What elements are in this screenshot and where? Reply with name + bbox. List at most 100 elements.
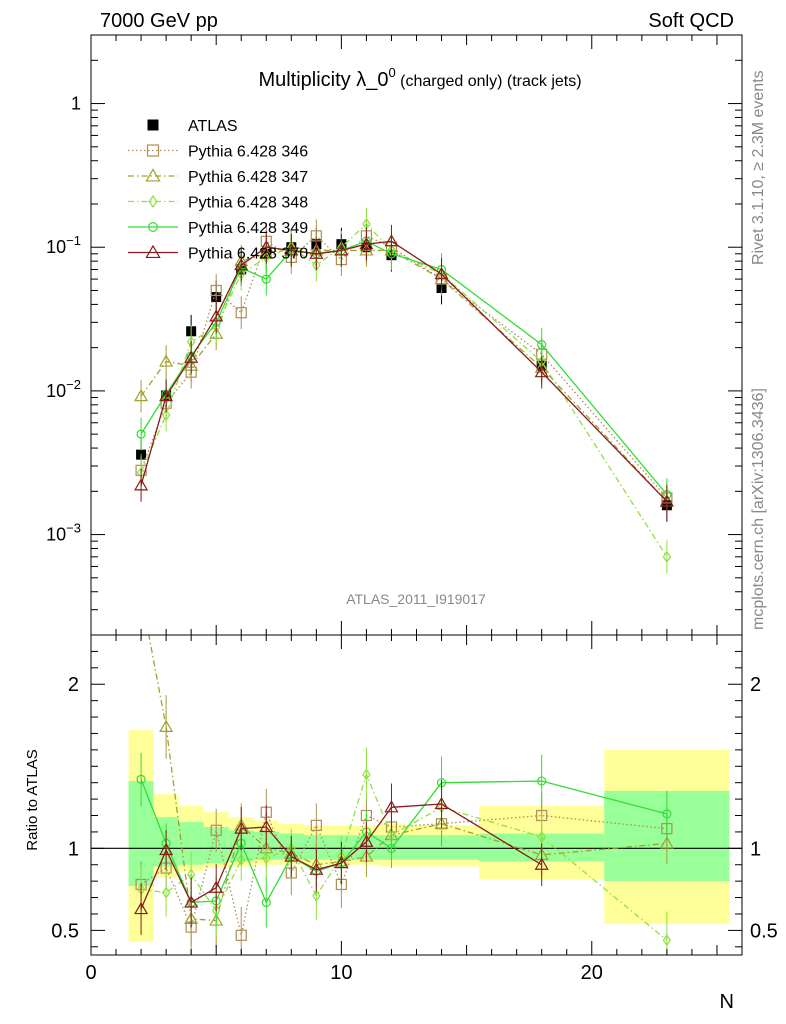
data-point [134, 478, 149, 491]
ratio-point [312, 889, 321, 902]
data-point [534, 364, 549, 378]
data-point [134, 388, 149, 402]
legend-entry: Pythia 6.428 346 [128, 144, 308, 161]
ratio-point [384, 800, 399, 813]
series-4 [136, 224, 672, 511]
legend: ATLAS Pythia 6.428 346 Pythia 6.428 347 Pyt… [128, 118, 308, 263]
ratio-point [386, 843, 397, 853]
data-point [309, 246, 324, 259]
data-point [659, 494, 674, 507]
series-0 [136, 227, 672, 522]
data-point [284, 243, 299, 256]
plot-title-suffix: (charged only) (track jets) [396, 73, 582, 90]
ratio-point [161, 886, 171, 899]
ratio-point [261, 897, 271, 908]
x-axis-label: N [720, 991, 734, 1013]
data-point [312, 259, 321, 272]
series-2 [134, 230, 674, 518]
rivet-version-label: Rivet 3.1.10, ≥ 2.3M events [750, 70, 767, 265]
main-plot-axes: 10−3 10−2 10−1 1 [46, 34, 743, 636]
legend-entry: Pythia 6.428 349 [128, 220, 308, 237]
header-category-label: Soft QCD [648, 10, 734, 32]
ratio-series-4 [134, 779, 549, 935]
ratio-point [362, 768, 371, 781]
data-point [161, 408, 171, 422]
data-point [259, 240, 274, 253]
data-point [662, 550, 672, 563]
mcplots-label: mcplots.cern.ch [arXiv:1306.3436] [750, 388, 767, 630]
legend-label: ATLAS [188, 118, 238, 135]
ratio-point [359, 834, 374, 847]
ratio-point [434, 796, 449, 810]
ratio-point [334, 855, 349, 869]
legend-entry: Pythia 6.428 347 [128, 168, 308, 186]
ratio-point [259, 819, 274, 833]
x-tick-label: 10 [330, 962, 352, 984]
data-point [234, 257, 249, 271]
data-point [359, 236, 374, 250]
data-point [235, 307, 247, 319]
data-point [136, 429, 146, 439]
ratio-line [140, 772, 668, 941]
data-point [159, 388, 174, 402]
plot-title: Multiplicity λ_00 (charged only) (track … [258, 65, 581, 91]
ratio-point [659, 836, 674, 849]
ratio-series-group [134, 635, 674, 955]
ratio-y-tick-label-right: 0.5 [750, 920, 778, 942]
ratio-y-tick-label: 1 [68, 838, 79, 860]
ratio-y-tick-label-right: 2 [750, 674, 761, 696]
ratio-line [140, 810, 667, 936]
ratio-point [309, 862, 324, 875]
legend-entry: Pythia 6.428 370 [128, 244, 308, 263]
ratio-point [537, 776, 547, 786]
x-tick-label: 20 [581, 962, 603, 984]
ratio-point [235, 929, 247, 941]
series-line [140, 240, 668, 495]
data-point [210, 284, 222, 297]
header-energy-label: 7000 GeV pp [100, 10, 218, 32]
ratio-y-tick-label-right: 1 [750, 838, 761, 860]
legend-entry: Pythia 6.428 348 [128, 195, 308, 212]
ratio-point [662, 934, 672, 947]
legend-label: Pythia 6.428 349 [188, 220, 308, 237]
ratio-point [236, 853, 246, 866]
legend-entry: ATLAS [147, 118, 238, 135]
legend-marker [145, 244, 161, 259]
ratio-y-axis-label: Ratio to ATLAS [24, 749, 41, 850]
plot-title-superscript: 0 [388, 65, 395, 80]
data-point [261, 274, 271, 284]
ratio-point [262, 852, 271, 865]
legend-label: Pythia 6.428 348 [188, 195, 308, 212]
legend-marker [148, 194, 158, 209]
series-line [140, 223, 668, 558]
legend-label: Pythia 6.428 347 [188, 169, 308, 186]
analysis-id-label: ATLAS_2011_I919017 [346, 591, 486, 607]
legend-marker [146, 144, 160, 157]
data-point [334, 243, 349, 256]
series-1 [135, 219, 673, 515]
ratio-point [234, 821, 249, 834]
ratio-point [662, 809, 672, 819]
data-point [209, 309, 224, 322]
ratio-point [310, 819, 322, 831]
ratio-y-tick-label: 2 [68, 674, 79, 696]
series-line [140, 234, 668, 499]
legend-marker [148, 222, 159, 233]
ratio-point [136, 774, 146, 785]
y-tick-label: 1 [71, 94, 81, 114]
plot-title-main: Multiplicity λ_0 [258, 69, 388, 91]
legend-label: Pythia 6.428 370 [188, 246, 308, 263]
ratio-point [184, 895, 199, 908]
main-plot-panel: 10−3 10−2 10−1 1 Multiplicity λ_00 (charged… [46, 34, 743, 636]
y-tick-label: 10−2 [46, 377, 81, 401]
ratio-point [159, 719, 174, 732]
ratio-plot-axes: 0.5 0.51 12 20 10 20 [51, 635, 778, 984]
ratio-point [134, 901, 149, 915]
ratio-point [537, 830, 546, 843]
ratio-point [210, 824, 222, 836]
data-point [434, 266, 449, 280]
legend-marker [145, 168, 161, 182]
data-point [159, 354, 174, 367]
legend-marker [147, 119, 159, 131]
